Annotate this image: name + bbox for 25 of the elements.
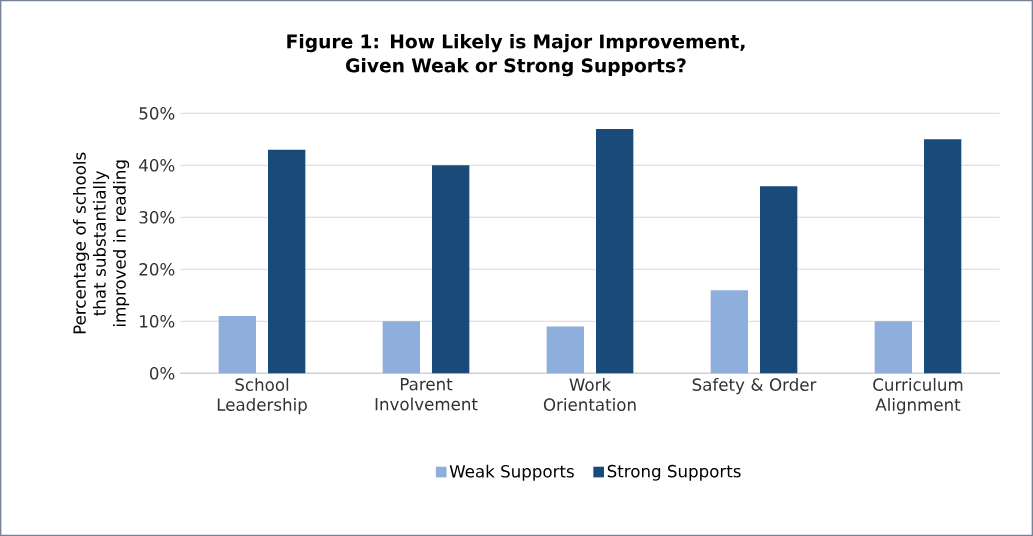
bar: [432, 165, 470, 374]
bar: [382, 321, 420, 374]
x-tick-label: Curriculum Alignment: [873, 378, 963, 415]
y-tick-label: 20%: [139, 263, 175, 276]
bar: [923, 139, 962, 374]
x-tick-label: School Leadership: [217, 378, 307, 415]
bar: [546, 326, 584, 374]
x-tick-label: Safety & Order: [692, 378, 817, 395]
x-tick-label: Parent Involvement: [375, 378, 478, 411]
legend-label: Strong Supports: [607, 464, 741, 481]
y-tick-label: 40%: [139, 159, 175, 172]
y-tick-label: 30%: [139, 211, 175, 224]
bar: [268, 149, 306, 374]
y-axis-title: Percentage of schools that substantially improved in reading: [72, 152, 130, 334]
y-tick-label: 0%: [149, 367, 175, 380]
bar: [874, 321, 912, 374]
bar: [218, 316, 257, 374]
chart-title: Figure 1: How Likely is Major Improvement, Given Weak or Strong Supports?: [287, 34, 745, 77]
bar: [596, 128, 634, 374]
bar: [710, 290, 748, 374]
bar: [759, 186, 798, 374]
legend-label: Weak Supports: [449, 464, 574, 481]
x-tick-label: Work Orientation: [543, 378, 636, 411]
y-tick-label: 50%: [139, 107, 175, 120]
y-tick-label: 10%: [140, 315, 175, 328]
